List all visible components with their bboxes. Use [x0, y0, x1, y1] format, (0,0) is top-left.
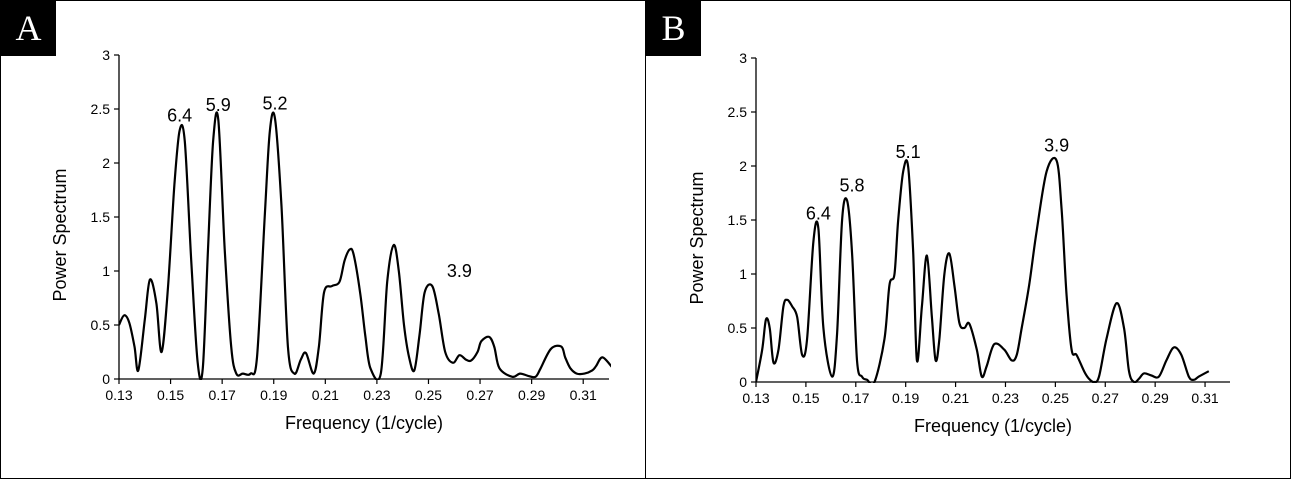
chart-b-series-line — [756, 156, 1210, 383]
chart-b-x-axis-title: Frequency (1/cycle) — [914, 416, 1072, 436]
chart-a-y-tick-label: 3 — [102, 47, 110, 63]
chart-a-x-tick-label: 0.17 — [209, 387, 236, 403]
chart-a-x-tick-label: 0.25 — [415, 387, 442, 403]
chart-a-x-tick-label: 0.19 — [260, 387, 287, 403]
chart-a-x-tick-label: 0.31 — [570, 387, 597, 403]
chart-b-peak-label: 3.9 — [1044, 136, 1069, 156]
chart-b-peak-label: 6.4 — [806, 204, 831, 224]
chart-a-x-tick-label: 0.21 — [312, 387, 339, 403]
chart-b-x-tick-label: 0.19 — [892, 390, 919, 406]
chart-b: 0 0.5 1 1.5 2 2.5 3 0.13 0.15 0.17 0.19 0.21 0.23 0.2… — [687, 50, 1230, 436]
chart-b-x-tick-label: 0.25 — [1042, 390, 1069, 406]
chart-a: 0 0.5 1 1.5 2 2.5 3 0.13 0.15 0.17 0.19 0.21 0.23 0.2… — [50, 47, 611, 433]
chart-a-x-tick-label: 0.27 — [466, 387, 493, 403]
chart-b-y-tick-label: 2 — [739, 158, 747, 174]
chart-a-x-tick-label: 0.23 — [363, 387, 390, 403]
panel-b-tag: B — [646, 1, 701, 56]
chart-a-series-line — [119, 111, 611, 380]
chart-a-y-tick-label: 0 — [102, 371, 110, 387]
chart-b-y-tick-label: 2.5 — [728, 104, 748, 120]
chart-a-x-tick-label: 0.15 — [157, 387, 184, 403]
chart-b-y-tick-label: 3 — [739, 50, 747, 66]
chart-a-y-tick-label: 2.5 — [91, 101, 111, 117]
chart-a-y-tick-label: 2 — [102, 155, 110, 171]
chart-b-x-tick-label: 0.23 — [992, 390, 1019, 406]
chart-b-x-tick-label: 0.31 — [1191, 390, 1218, 406]
chart-a-y-tick-label: 0.5 — [91, 317, 111, 333]
chart-b-y-tick-label: 0 — [739, 374, 747, 390]
chart-b-y-axis-title: Power Spectrum — [687, 171, 707, 304]
chart-b-x-tick-label: 0.27 — [1092, 390, 1119, 406]
chart-a-peak-label: 3.9 — [447, 261, 472, 281]
panel-b: B 0 0.5 1 1.5 2 2.5 3 0.13 0.15 0.17 0.19 0.21 0.23 0… — [645, 0, 1291, 479]
chart-a-peak-label: 5.9 — [206, 95, 231, 115]
chart-b-peak-label: 5.8 — [840, 176, 865, 196]
chart-b-x-tick-label: 0.17 — [842, 390, 869, 406]
chart-a-y-axis-title: Power Spectrum — [50, 168, 70, 301]
chart-b-x-tick-label: 0.13 — [742, 390, 769, 406]
chart-b-y-tick-label: 0.5 — [728, 320, 748, 336]
chart-b-x-tick-label: 0.21 — [942, 390, 969, 406]
chart-a-peak-label: 6.4 — [167, 106, 192, 126]
chart-a-y-tick-label: 1.5 — [91, 209, 111, 225]
chart-b-x-tick-label: 0.29 — [1142, 390, 1169, 406]
chart-a-peak-label: 5.2 — [263, 94, 288, 114]
chart-a-y-tick-label: 1 — [102, 263, 110, 279]
chart-a-x-tick-label: 0.29 — [518, 387, 545, 403]
chart-a-x-tick-label: 0.13 — [105, 387, 132, 403]
chart-b-x-tick-label: 0.15 — [792, 390, 819, 406]
chart-b-peak-label: 5.1 — [896, 142, 921, 162]
chart-b-y-tick-label: 1 — [739, 266, 747, 282]
panel-a-tag: A — [1, 1, 56, 56]
chart-b-y-tick-label: 1.5 — [728, 212, 748, 228]
panel-a: A 0 0.5 1 1.5 2 2.5 3 0.13 0.15 0.17 0.19 0.21 0.23 0… — [0, 0, 646, 479]
chart-a-x-axis-title: Frequency (1/cycle) — [285, 413, 443, 433]
